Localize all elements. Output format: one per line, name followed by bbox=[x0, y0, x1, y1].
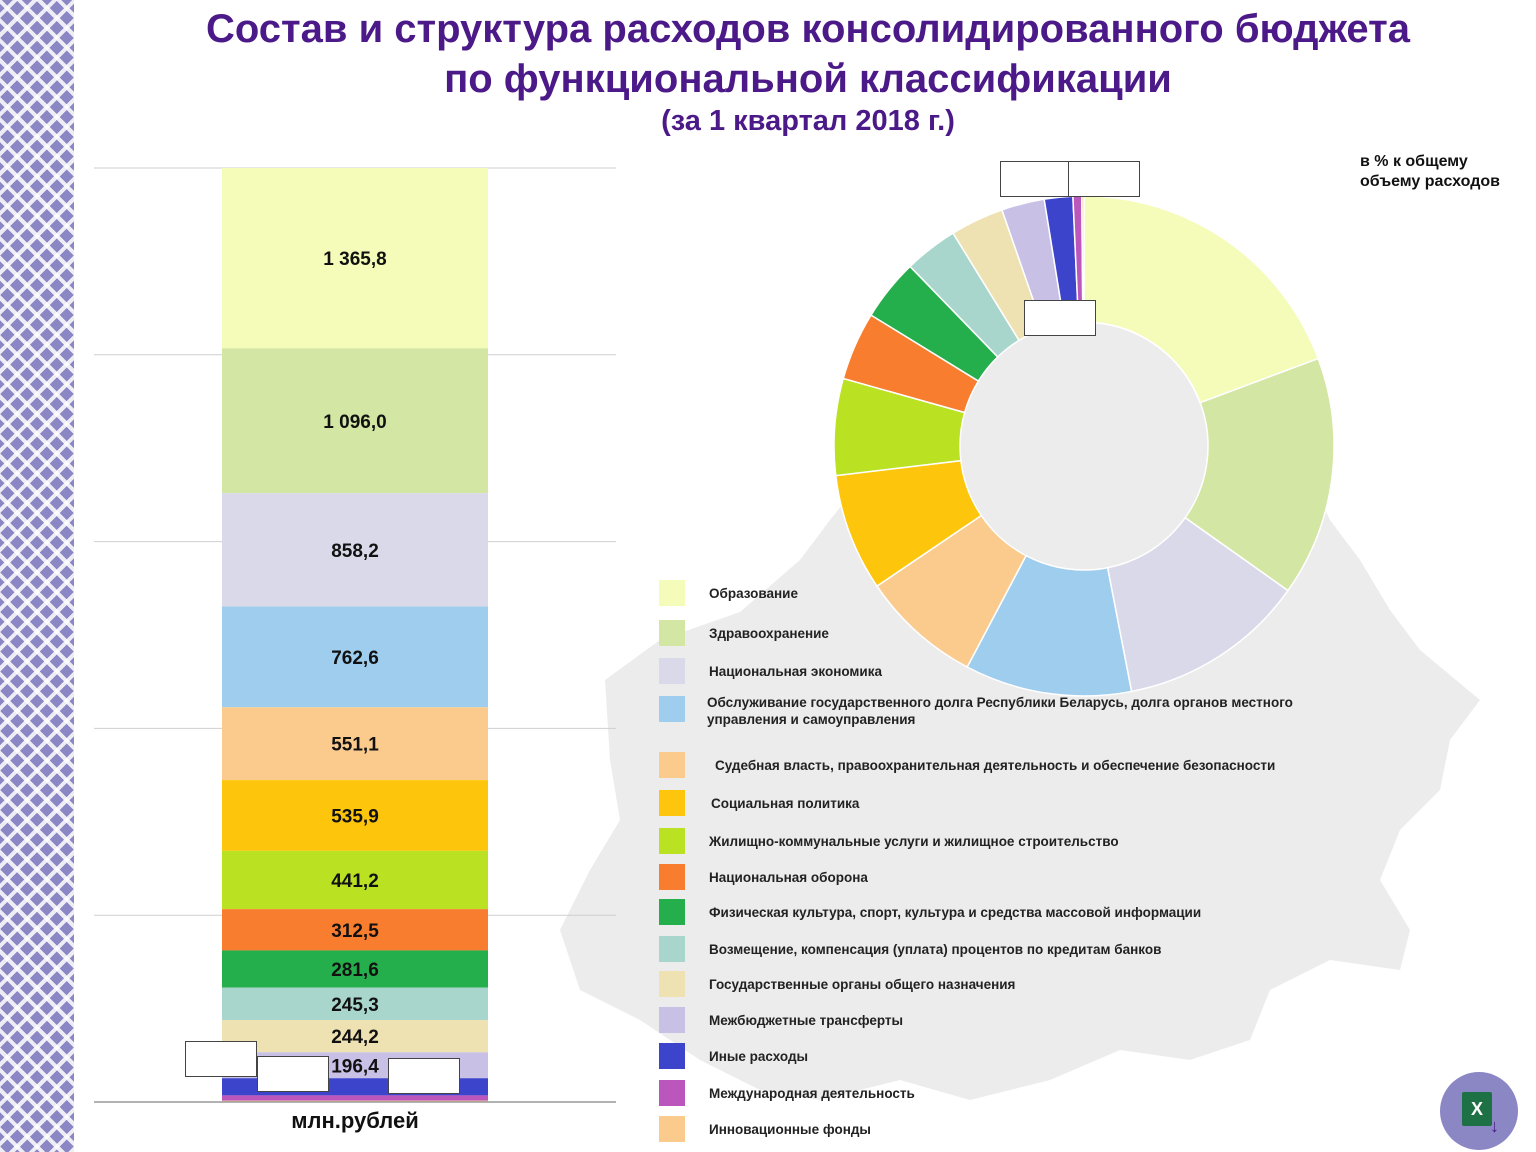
page-title-line2: по функциональной классификации bbox=[444, 57, 1172, 101]
bar-segment bbox=[222, 1020, 488, 1053]
bar-segment bbox=[222, 780, 488, 851]
bar-segment bbox=[222, 909, 488, 951]
callout-box bbox=[257, 1056, 329, 1092]
callout-box bbox=[185, 1041, 257, 1077]
bar-segment bbox=[222, 493, 488, 607]
page-title: Состав и структура расходов консолидиров… bbox=[206, 7, 1410, 51]
bar-value-label: 535,9 bbox=[331, 806, 379, 827]
bar-value-label: 196,4 bbox=[331, 1056, 379, 1077]
excel-download-button[interactable]: X ↓ bbox=[1440, 1072, 1518, 1150]
bar-value-label: 441,2 bbox=[331, 871, 379, 892]
bar-segment bbox=[222, 1095, 488, 1101]
bar-segment bbox=[222, 707, 488, 781]
download-arrow-icon: ↓ bbox=[1490, 1116, 1499, 1136]
bar-value-label: 244,2 bbox=[331, 1027, 379, 1048]
bar-segment bbox=[222, 606, 488, 708]
bar-segment bbox=[222, 348, 488, 494]
donut-slice bbox=[1083, 195, 1320, 404]
bar-unit-label: млн.рублей bbox=[291, 1108, 419, 1133]
bar-value-label: 858,2 bbox=[331, 541, 379, 562]
bar-value-label: 1 365,8 bbox=[323, 249, 386, 270]
bar-segment bbox=[222, 950, 488, 988]
callout-box bbox=[1000, 161, 1072, 197]
bar-segment bbox=[222, 987, 488, 1021]
bar-segment bbox=[222, 168, 488, 349]
decorative-ornament-border bbox=[0, 0, 74, 1152]
bar-segment bbox=[222, 850, 488, 910]
bar-value-label: 762,6 bbox=[331, 648, 379, 669]
callout-box bbox=[1068, 161, 1140, 197]
donut-unit-note: в % к общему объему расходов bbox=[1360, 153, 1500, 190]
donut-slice bbox=[1184, 357, 1335, 592]
bar-value-label: 551,1 bbox=[331, 735, 379, 756]
bar-value-label: 245,3 bbox=[331, 995, 379, 1016]
bar-value-label: 312,5 bbox=[331, 921, 379, 942]
bar-value-label: 1 096,0 bbox=[323, 412, 386, 433]
donut-hole bbox=[961, 323, 1207, 569]
excel-download-icon: X bbox=[1462, 1092, 1492, 1126]
callout-box bbox=[388, 1058, 460, 1094]
page-subtitle-period: (за 1 квартал 2018 г.) bbox=[661, 105, 955, 137]
bar-value-label: 281,6 bbox=[331, 960, 379, 981]
callout-box bbox=[1024, 300, 1096, 336]
